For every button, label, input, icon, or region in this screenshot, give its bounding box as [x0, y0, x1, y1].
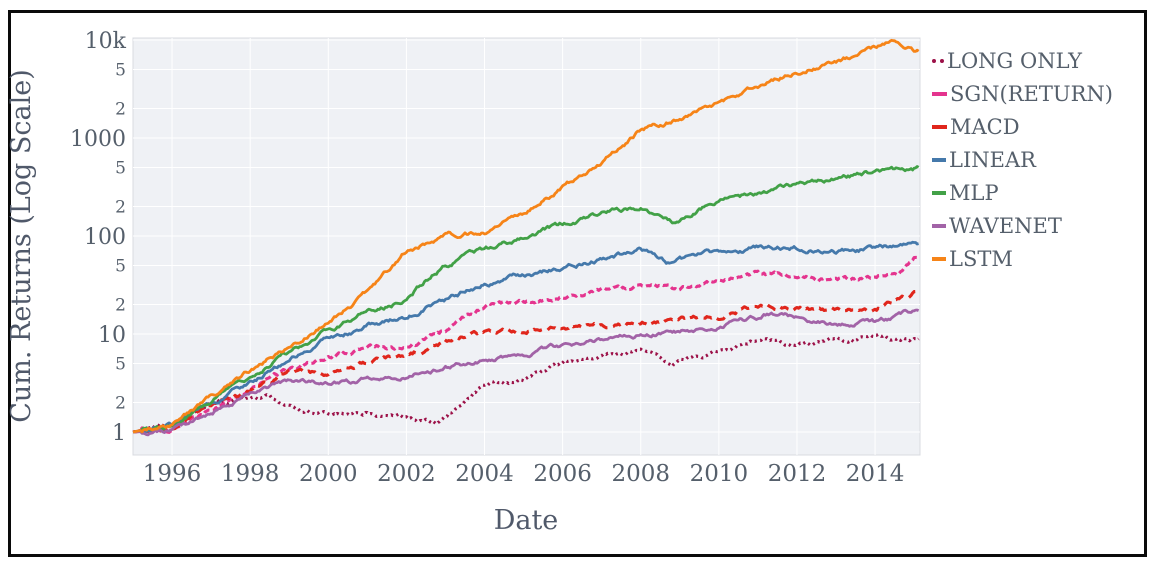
y-tick-label: 5	[115, 257, 126, 277]
y-tick-label: 1	[112, 421, 126, 446]
legend-label: LINEAR	[949, 147, 1036, 172]
y-tick-label: 1000	[70, 127, 126, 152]
y-tick-label: 2	[115, 99, 126, 119]
x-tick-label: 2002	[377, 461, 436, 487]
y-tick-label: 2	[115, 197, 126, 217]
series-layer	[132, 38, 920, 437]
legend-label: LONG ONLY	[947, 48, 1083, 73]
x-tick-label: 2014	[846, 461, 905, 487]
legend-item-long-only[interactable]: LONG ONLY	[932, 44, 1113, 77]
legend-item-linear[interactable]: LINEAR	[932, 143, 1113, 176]
legend-swatch-lstm	[932, 256, 946, 261]
x-tick-label: 2004	[455, 461, 514, 487]
legend-item-lstm[interactable]: LSTM	[932, 242, 1113, 275]
legend-label: WAVENET	[949, 213, 1062, 238]
legend-label: SGN(RETURN)	[950, 81, 1113, 106]
series-line-macd	[132, 289, 920, 434]
legend-item-wavenet[interactable]: WAVENET	[932, 209, 1113, 242]
y-tick-label: 100	[84, 225, 126, 250]
legend-swatch-macd	[932, 124, 947, 129]
x-tick-label: 1996	[143, 461, 202, 487]
y-tick-label: 10k	[85, 29, 127, 54]
legend-item-macd[interactable]: MACD	[932, 110, 1113, 143]
series-line-wavenet	[132, 308, 920, 437]
x-tick-label: 1998	[221, 461, 280, 487]
y-axis-title: Cum. Returns (Log Scale)	[6, 69, 37, 423]
grid-layer	[132, 37, 921, 456]
y-tick-label: 5	[115, 355, 126, 375]
legend-label: LSTM	[949, 246, 1013, 271]
x-tick-label: 2010	[690, 461, 749, 487]
series-line-lstm	[132, 38, 920, 434]
x-tick-label: 2008	[611, 461, 670, 487]
plot-background	[132, 37, 921, 456]
y-tick-label: 10	[98, 323, 126, 348]
x-tick-label: 2012	[768, 461, 827, 487]
legend-swatch-mlp	[932, 190, 946, 195]
legend-label: MACD	[950, 114, 1020, 139]
legend-swatch-wavenet	[932, 223, 946, 228]
legend: LONG ONLY SGN(RETURN) MACD LINEAR MLP WAVENET…	[932, 44, 1113, 275]
legend-swatch-linear	[932, 157, 946, 162]
series-line-linear	[132, 240, 919, 434]
legend-item-mlp[interactable]: MLP	[932, 176, 1113, 209]
series-line-sgn-return	[132, 255, 919, 434]
y-tick-label: 2	[115, 295, 126, 315]
legend-item-sgn-return[interactable]: SGN(RETURN)	[932, 77, 1113, 110]
y-tick-label: 5	[115, 159, 126, 179]
x-tick-label: 2000	[299, 461, 358, 487]
legend-swatch-long-only	[932, 58, 944, 63]
x-tick-label: 2006	[533, 461, 592, 487]
series-line-mlp	[132, 165, 920, 434]
y-tick-label: 5	[115, 61, 126, 81]
y-tick-label: 2	[115, 393, 126, 413]
legend-swatch-sgn-return	[932, 91, 947, 96]
tick-label-layer: 1996 1998 2000 2002 2004 2006 2008 2010 2012 2014…	[70, 29, 904, 487]
legend-label: MLP	[949, 180, 999, 205]
x-axis-title: Date	[494, 505, 559, 536]
